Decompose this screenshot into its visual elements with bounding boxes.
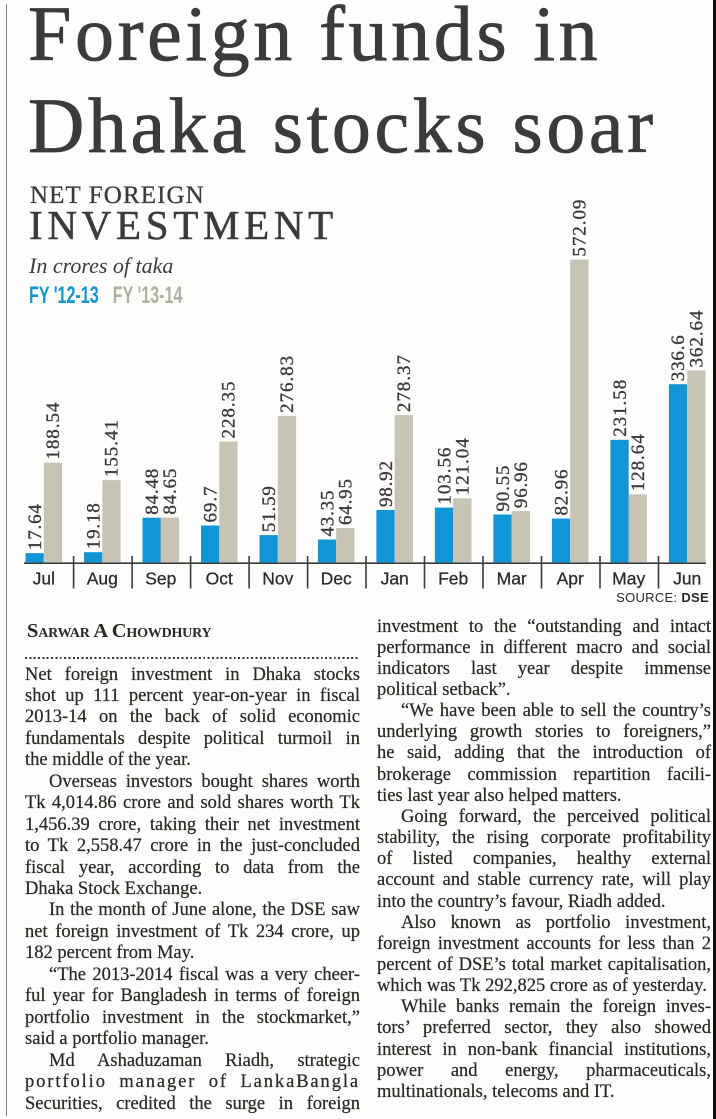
svg-text:188.54: 188.54 (43, 402, 64, 460)
svg-text:Nov: Nov (262, 569, 293, 589)
svg-text:Jul: Jul (33, 569, 55, 589)
svg-text:98.92: 98.92 (376, 461, 397, 507)
svg-text:Feb: Feb (438, 569, 468, 589)
svg-text:82.96: 82.96 (551, 470, 572, 516)
svg-text:336.6: 336.6 (668, 335, 689, 381)
svg-text:90.55: 90.55 (493, 466, 514, 512)
svg-text:69.7: 69.7 (200, 487, 221, 523)
svg-text:84.48: 84.48 (142, 469, 163, 515)
svg-text:103.56: 103.56 (434, 448, 455, 505)
svg-text:228.35: 228.35 (219, 382, 240, 439)
svg-text:Apr: Apr (557, 569, 584, 589)
svg-text:121.04: 121.04 (453, 438, 474, 495)
svg-text:128.64: 128.64 (628, 434, 649, 492)
svg-text:276.83: 276.83 (277, 356, 298, 413)
svg-text:Sep: Sep (145, 569, 176, 589)
svg-text:572.09: 572.09 (570, 200, 591, 257)
svg-text:19.18: 19.18 (83, 503, 104, 549)
svg-text:64.95: 64.95 (336, 479, 357, 525)
svg-text:Oct: Oct (206, 569, 233, 589)
svg-text:Aug: Aug (87, 569, 118, 589)
svg-text:155.41: 155.41 (102, 420, 123, 477)
svg-text:96.96: 96.96 (511, 462, 532, 508)
svg-text:51.59: 51.59 (259, 486, 280, 532)
svg-text:84.65: 84.65 (160, 469, 181, 515)
svg-text:Jan: Jan (381, 569, 409, 589)
svg-text:43.35: 43.35 (317, 491, 338, 537)
svg-text:Dec: Dec (321, 569, 352, 589)
svg-text:Jun: Jun (673, 569, 701, 589)
svg-text:362.64: 362.64 (687, 310, 708, 368)
svg-text:231.58: 231.58 (610, 380, 631, 437)
svg-text:278.37: 278.37 (394, 355, 415, 412)
svg-text:Mar: Mar (497, 569, 527, 589)
svg-text:May: May (612, 569, 645, 589)
svg-text:17.64: 17.64 (25, 504, 46, 551)
svg-text:SOURCE: DSE: SOURCE: DSE (616, 590, 709, 605)
